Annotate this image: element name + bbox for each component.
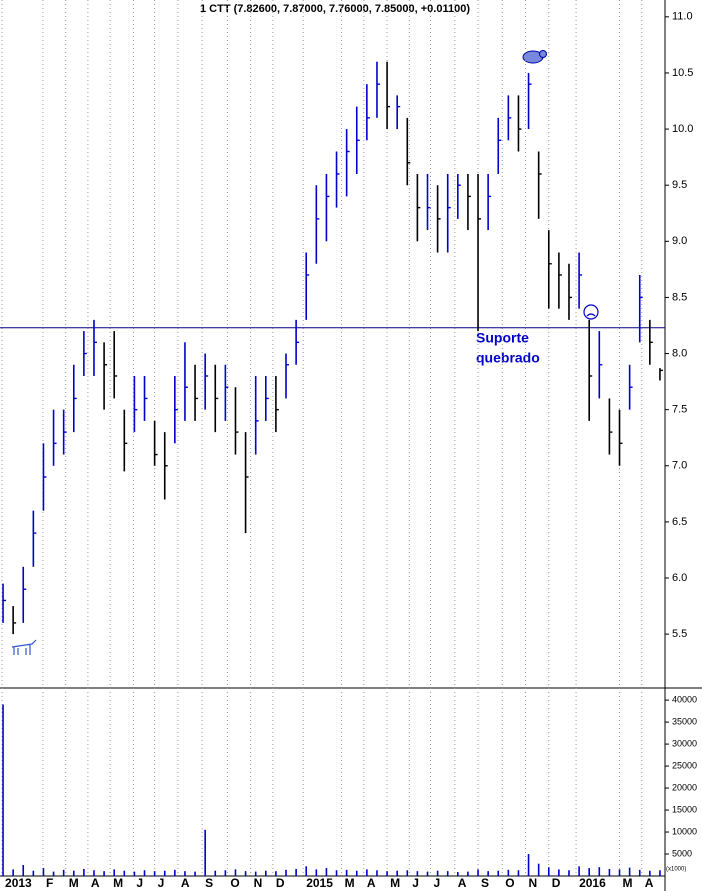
- annotation: Suporte: [476, 330, 529, 346]
- x-tick-label: 2016: [579, 876, 606, 890]
- x-tick-label: D: [276, 876, 285, 890]
- x-tick-label: N: [529, 876, 538, 890]
- y-tick-label: 8.5: [672, 291, 687, 303]
- y-tick-label: 8.0: [672, 347, 687, 359]
- x-tick-label: M: [390, 876, 400, 890]
- x-tick-label: J: [434, 876, 441, 890]
- x-tick-label: O: [230, 876, 239, 890]
- y-tick-label: 30000: [672, 738, 697, 748]
- volume-unit: (x1000): [666, 867, 686, 873]
- x-tick-label: O: [505, 876, 514, 890]
- y-tick-label: 10.5: [672, 67, 693, 79]
- y-tick-label: 9.0: [672, 235, 687, 247]
- x-tick-label: A: [645, 876, 654, 890]
- y-tick-label: 40000: [672, 694, 697, 704]
- y-tick-label: 7.0: [672, 460, 687, 472]
- y-tick-label: 20000: [672, 782, 697, 792]
- x-tick-label: S: [205, 876, 213, 890]
- y-tick-label: 5000: [672, 848, 692, 858]
- x-tick-label: A: [91, 876, 100, 890]
- x-tick-label: 2013: [5, 876, 32, 890]
- bear-icon: [522, 50, 547, 64]
- y-tick-label: 9.5: [672, 179, 687, 191]
- y-tick-label: 6.5: [672, 516, 687, 528]
- x-tick-label: F: [46, 876, 53, 890]
- x-tick-label: A: [181, 876, 190, 890]
- x-tick-label: M: [113, 876, 123, 890]
- x-tick-label: J: [136, 876, 143, 890]
- y-tick-label: 10000: [672, 826, 697, 836]
- x-tick-label: M: [69, 876, 79, 890]
- x-tick-label: N: [254, 876, 263, 890]
- y-tick-label: 15000: [672, 804, 697, 814]
- y-tick-label: 11.0: [672, 11, 693, 23]
- y-tick-label: 7.5: [672, 404, 687, 416]
- y-tick-label: 6.0: [672, 572, 687, 584]
- bull-icon: [11, 639, 37, 655]
- x-tick-label: D: [552, 876, 561, 890]
- x-tick-label: M: [345, 876, 355, 890]
- sad-face-icon: [583, 304, 599, 320]
- annotation: quebrado: [476, 350, 540, 366]
- x-tick-label: A: [458, 876, 467, 890]
- x-tick-label: M: [623, 876, 633, 890]
- x-tick-label: 2015: [306, 876, 333, 890]
- y-tick-label: 25000: [672, 760, 697, 770]
- y-tick-label: 35000: [672, 716, 697, 726]
- x-tick-label: S: [481, 876, 489, 890]
- x-tick-label: J: [158, 876, 165, 890]
- x-tick-label: J: [412, 876, 419, 890]
- y-tick-label: 10.0: [672, 123, 693, 135]
- x-tick-label: A: [367, 876, 376, 890]
- y-tick-label: 5.5: [672, 628, 687, 640]
- chart-title: 1 CTT (7.82600, 7.87000, 7.76000, 7.8500…: [200, 3, 470, 15]
